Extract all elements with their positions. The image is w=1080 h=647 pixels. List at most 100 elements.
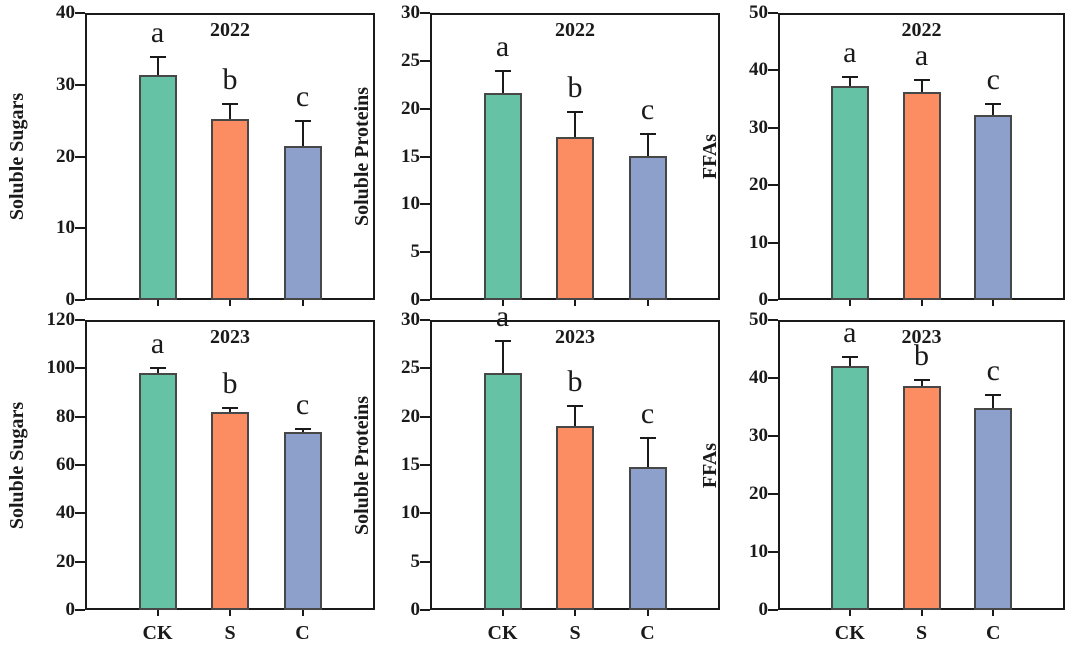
x-tick-mark xyxy=(848,300,851,306)
y-tick-label: 10 xyxy=(749,231,768,253)
y-tick-label: 30 xyxy=(749,116,768,138)
y-tick-label: 30 xyxy=(401,2,420,23)
x-tick-mark xyxy=(920,300,923,306)
y-tick-label: 30 xyxy=(56,73,75,95)
y-axis-title-text: Soluble Sugars xyxy=(6,92,29,221)
y-tick-mark xyxy=(420,299,430,301)
y-axis-title: Soluble Proteins xyxy=(346,13,380,300)
y-tick-label: 30 xyxy=(401,309,420,330)
bar-CK xyxy=(483,93,522,300)
x-tick-mark xyxy=(574,610,576,616)
panel-title-year: 2022 xyxy=(210,19,250,41)
error-bar-cap xyxy=(294,119,311,122)
y-tick-label: 100 xyxy=(46,357,76,379)
error-bar-line xyxy=(301,120,304,146)
error-bar-cap xyxy=(841,356,858,359)
x-tick-mark xyxy=(156,610,159,616)
y-tick-mark xyxy=(75,299,85,301)
panel-title-year: 2022 xyxy=(901,19,942,41)
y-tick-mark xyxy=(75,464,85,466)
y-tick-mark xyxy=(768,69,778,72)
y-axis-title-text: FFAs xyxy=(699,442,722,488)
significance-letter: c xyxy=(295,387,310,421)
y-tick-label: 20 xyxy=(56,550,75,572)
y-tick-label: 5 xyxy=(410,241,421,263)
significance-letter: a xyxy=(843,316,857,350)
error-bar-line xyxy=(848,357,851,366)
x-tick-label-C: C xyxy=(295,622,310,644)
x-tick-mark xyxy=(301,300,304,306)
x-tick-mark xyxy=(301,610,304,616)
y-axis-title-text: Soluble Proteins xyxy=(351,395,374,535)
error-bar-cap xyxy=(149,367,166,370)
x-tick-label-CK: CK xyxy=(834,622,865,644)
error-bar-cap xyxy=(222,103,238,106)
y-tick-label: 10 xyxy=(401,193,420,215)
y-tick-mark xyxy=(768,609,778,611)
x-tick-label-S: S xyxy=(569,622,581,644)
y-tick-label: 40 xyxy=(749,59,768,81)
bar-C xyxy=(283,145,322,300)
y-axis-title-text: FFAs xyxy=(699,133,722,180)
error-bar-cap xyxy=(567,405,583,408)
y-tick-label: 20 xyxy=(401,405,420,427)
significance-letter: b xyxy=(567,71,583,105)
error-bar-line xyxy=(574,406,576,427)
significance-letter: b xyxy=(914,339,929,373)
y-tick-mark xyxy=(768,319,778,321)
y-tick-label: 15 xyxy=(401,145,420,167)
y-tick-label: 0 xyxy=(758,289,769,310)
y-tick-label: 60 xyxy=(56,454,75,475)
y-tick-mark xyxy=(420,464,430,466)
error-bar-line xyxy=(501,71,504,94)
y-tick-mark xyxy=(75,415,85,418)
significance-letter: c xyxy=(640,93,655,127)
bar-S xyxy=(556,426,594,610)
y-axis-title: Soluble Sugars xyxy=(1,13,35,300)
y-tick-mark xyxy=(75,83,85,86)
error-bar-cap xyxy=(567,111,583,114)
bar-CK xyxy=(830,365,869,610)
bar-C xyxy=(283,431,322,610)
x-tick-label-C: C xyxy=(986,622,1001,644)
y-tick-mark xyxy=(768,551,778,553)
y-axis-title-text: Soluble Sugars xyxy=(6,401,29,529)
significance-letter: a xyxy=(495,30,510,64)
y-tick-mark xyxy=(420,155,430,158)
panel-title-year: 2022 xyxy=(555,19,595,41)
bar-C xyxy=(974,408,1013,610)
x-tick-mark xyxy=(229,300,231,306)
bar-S xyxy=(556,137,594,300)
error-bar-line xyxy=(156,57,159,76)
y-tick-mark xyxy=(420,609,430,611)
bar-C xyxy=(628,466,667,610)
y-tick-label: 10 xyxy=(749,541,768,562)
y-tick-label: 30 xyxy=(749,425,768,446)
significance-letter: a xyxy=(914,39,929,73)
error-bar-cap xyxy=(913,379,930,382)
y-tick-label: 0 xyxy=(410,289,421,310)
y-tick-mark xyxy=(75,319,85,321)
panel-title-year: 2023 xyxy=(901,326,942,348)
error-bar-cap xyxy=(639,133,656,136)
bar-C xyxy=(628,155,667,300)
error-bar-cap xyxy=(985,102,1002,105)
y-tick-label: 120 xyxy=(46,309,76,330)
y-tick-label: 25 xyxy=(401,357,420,379)
y-tick-mark xyxy=(420,12,430,14)
x-tick-mark xyxy=(574,300,576,306)
bar-CK xyxy=(483,373,522,610)
x-tick-mark xyxy=(501,610,504,616)
error-bar-cap xyxy=(913,79,930,82)
y-tick-mark xyxy=(420,251,430,254)
y-tick-label: 0 xyxy=(65,289,76,310)
y-tick-mark xyxy=(420,560,430,563)
y-tick-label: 50 xyxy=(749,2,768,23)
error-bar-line xyxy=(920,380,923,387)
y-tick-label: 20 xyxy=(749,174,768,196)
y-tick-mark xyxy=(75,512,85,515)
error-bar-line xyxy=(848,76,851,86)
error-bar-cap xyxy=(985,394,1002,397)
y-tick-mark xyxy=(420,107,430,110)
y-tick-mark xyxy=(75,155,85,158)
